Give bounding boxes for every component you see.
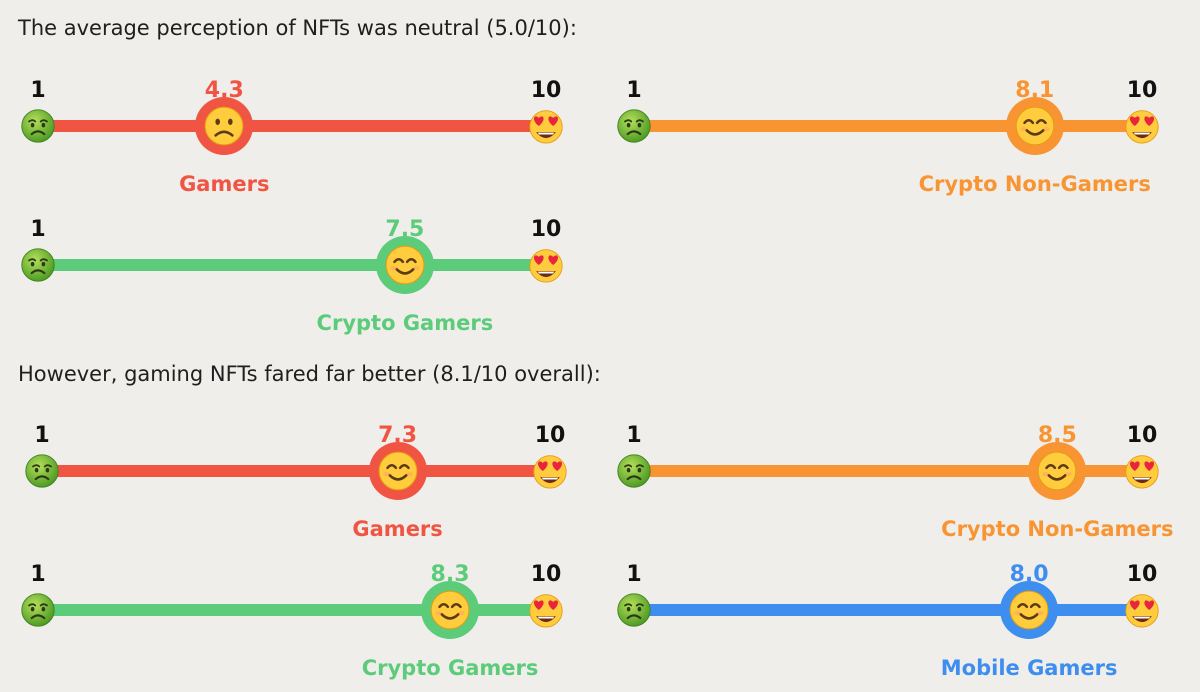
scale-max-label: 10 <box>1126 562 1158 587</box>
scale-panel: 1 10 8.3 Crypto Gamers <box>18 562 578 692</box>
scale-track <box>634 465 1142 477</box>
value-label: 8.1 <box>1015 78 1055 103</box>
smiling-face-icon <box>1037 451 1077 491</box>
series-label: Gamers <box>179 172 270 196</box>
nauseated-face-icon <box>616 592 652 628</box>
scale-max-label: 10 <box>1126 423 1158 448</box>
scale-max-label: 10 <box>1126 78 1158 103</box>
scale-min-label: 1 <box>626 78 642 103</box>
scale-track <box>42 465 550 477</box>
value-marker <box>375 235 435 295</box>
value-label: 8.0 <box>1009 562 1049 587</box>
heart-eyes-face-icon <box>532 453 568 489</box>
scale-min-label: 1 <box>30 217 46 242</box>
scale-panel: 1 10 4.3 Gamers <box>18 78 578 208</box>
value-label: 4.3 <box>204 78 244 103</box>
smiling-face-icon <box>430 590 470 630</box>
scale-max-label: 10 <box>530 78 562 103</box>
value-marker <box>368 441 428 501</box>
scale-min-label: 1 <box>626 423 642 448</box>
nauseated-face-icon <box>616 108 652 144</box>
scale-panel: 1 10 8.1 Crypto Non-Gamers <box>614 78 1174 208</box>
smiling-face-icon <box>1009 590 1049 630</box>
series-label: Gamers <box>352 517 443 541</box>
series-label: Crypto Gamers <box>316 311 494 335</box>
value-label: 7.5 <box>385 217 425 242</box>
value-label: 8.5 <box>1037 423 1077 448</box>
nauseated-face-icon <box>24 453 60 489</box>
scale-track <box>38 604 546 616</box>
heart-eyes-face-icon <box>1124 108 1160 144</box>
scale-min-label: 1 <box>34 423 50 448</box>
heart-eyes-face-icon <box>528 592 564 628</box>
smiling-face-icon <box>378 451 418 491</box>
section-heading-1: The average perception of NFTs was neutr… <box>18 16 577 40</box>
scale-track <box>634 120 1142 132</box>
series-label: Crypto Non-Gamers <box>941 517 1174 541</box>
scale-min-label: 1 <box>30 562 46 587</box>
smiling-face-icon <box>1015 106 1055 146</box>
value-marker <box>1027 441 1087 501</box>
value-label: 7.3 <box>378 423 418 448</box>
scale-max-label: 10 <box>530 562 562 587</box>
scale-track <box>38 259 546 271</box>
scale-panel: 1 10 8.0 Mobile Gamers <box>614 562 1174 692</box>
nauseated-face-icon <box>20 108 56 144</box>
nauseated-face-icon <box>20 592 56 628</box>
scale-panel: 1 10 7.3 Gamers <box>22 423 582 553</box>
nauseated-face-icon <box>616 453 652 489</box>
heart-eyes-face-icon <box>1124 453 1160 489</box>
value-label: 8.3 <box>430 562 470 587</box>
nauseated-face-icon <box>20 247 56 283</box>
value-marker <box>999 580 1059 640</box>
scale-max-label: 10 <box>534 423 566 448</box>
section-heading-2: However, gaming NFTs fared far better (8… <box>18 362 601 386</box>
heart-eyes-face-icon <box>1124 592 1160 628</box>
value-marker <box>420 580 480 640</box>
value-marker <box>194 96 254 156</box>
scale-max-label: 10 <box>530 217 562 242</box>
frowning-face-icon <box>204 106 244 146</box>
series-label: Crypto Non-Gamers <box>918 172 1151 196</box>
scale-min-label: 1 <box>626 562 642 587</box>
smiling-face-icon <box>385 245 425 285</box>
heart-eyes-face-icon <box>528 108 564 144</box>
heart-eyes-face-icon <box>528 247 564 283</box>
value-marker <box>1005 96 1065 156</box>
scale-track <box>38 120 546 132</box>
scale-track <box>634 604 1142 616</box>
scale-min-label: 1 <box>30 78 46 103</box>
scale-panel: 1 10 8.5 Crypto Non-Gamers <box>614 423 1174 553</box>
scale-panel: 1 10 7.5 Crypto Gamers <box>18 217 578 347</box>
series-label: Mobile Gamers <box>940 656 1118 680</box>
series-label: Crypto Gamers <box>361 656 539 680</box>
